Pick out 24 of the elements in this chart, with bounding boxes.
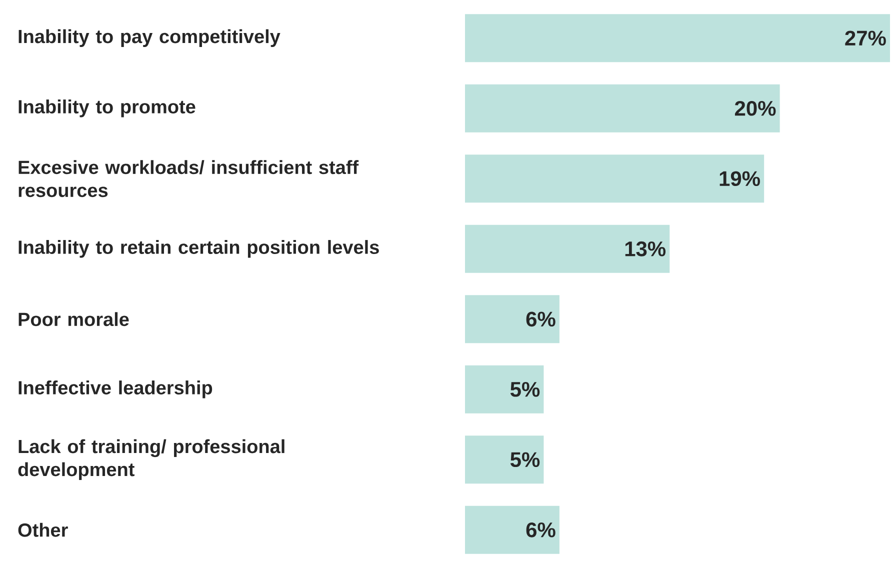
data-label: 5% bbox=[510, 452, 540, 468]
bar bbox=[465, 295, 560, 344]
y-tick-label: Inability to promote bbox=[18, 100, 196, 118]
data-label: 6% bbox=[526, 312, 556, 327]
y-tick-label: Other bbox=[18, 522, 68, 537]
data-label: 6% bbox=[526, 522, 556, 538]
y-tick-label: Inability to retain certain position levels bbox=[18, 240, 379, 258]
bar bbox=[465, 224, 670, 273]
bar bbox=[465, 14, 890, 62]
bar bbox=[465, 154, 764, 203]
bar bbox=[465, 365, 544, 414]
y-tick-label: Ineffective leadership bbox=[18, 380, 212, 398]
y-tick-label: Excesive workloads/ insufficient staff resources bbox=[18, 160, 359, 198]
data-label: 19% bbox=[720, 171, 760, 186]
y-tick-label: Poor morale bbox=[18, 312, 129, 326]
data-label: 5% bbox=[510, 382, 540, 397]
y-tick-label: Inability to pay competitively bbox=[18, 29, 280, 47]
y-tick-label: Lack of training/ professional development bbox=[18, 439, 284, 480]
data-label: 13% bbox=[625, 241, 666, 256]
data-label: 20% bbox=[734, 100, 776, 116]
data-label: 27% bbox=[845, 30, 886, 46]
bar bbox=[465, 436, 544, 484]
bar bbox=[465, 84, 780, 132]
bar bbox=[465, 506, 560, 554]
